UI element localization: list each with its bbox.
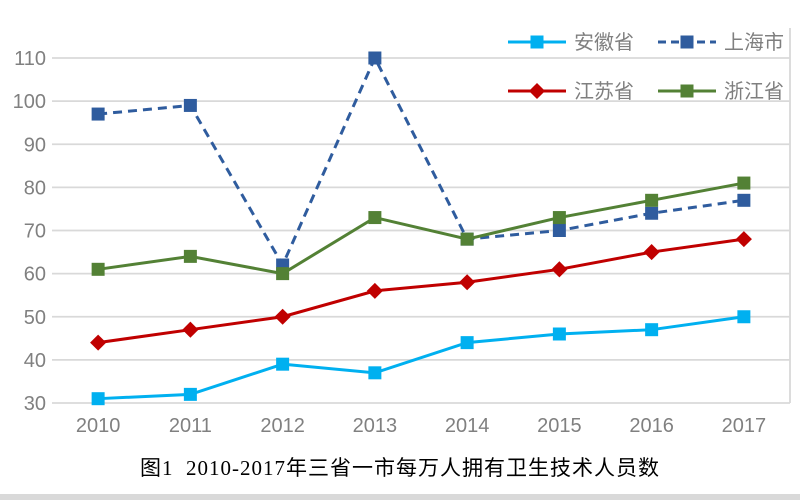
series-line-江苏省 (97, 237, 745, 345)
x-tick-label: 2010 (76, 415, 121, 437)
data-point-marker (552, 224, 566, 237)
y-tick-label: 110 (14, 48, 46, 70)
x-tick-label: 2015 (537, 415, 582, 437)
data-point-marker (680, 84, 694, 98)
data-point-marker (737, 310, 751, 324)
legend-label-上海市: 上海市 (724, 31, 784, 54)
x-tick-label: 2011 (169, 415, 212, 437)
data-point-marker (182, 321, 199, 338)
data-point-marker (459, 274, 476, 291)
figure-caption: 图1 2010-2017年三省一市每万人拥有卫生技术人员数 (140, 456, 660, 480)
y-tick-label: 90 (24, 134, 46, 156)
data-point-marker (735, 231, 752, 248)
data-point-marker (530, 35, 544, 49)
data-point-marker (643, 244, 660, 261)
y-tick-label: 40 (24, 350, 46, 372)
data-point-marker (368, 366, 382, 380)
series-line-安徽省 (98, 315, 745, 401)
x-tick-label: 2014 (445, 415, 490, 437)
data-point-marker (276, 357, 290, 371)
x-tick-label: 2012 (260, 415, 305, 437)
y-tick-label: 100 (13, 91, 46, 113)
data-point-marker (645, 193, 659, 207)
data-point-marker (368, 51, 382, 65)
data-point-marker (183, 249, 197, 263)
data-point-marker (737, 176, 751, 190)
series-line-浙江省 (97, 181, 745, 276)
data-point-marker (737, 193, 751, 207)
legend-label-江苏省: 江苏省 (574, 80, 634, 103)
legend-label-浙江省: 浙江省 (724, 80, 784, 103)
data-point-marker (91, 107, 105, 121)
data-point-marker (368, 211, 382, 225)
data-point-marker (183, 387, 197, 401)
y-tick-label: 60 (24, 264, 46, 286)
data-point-marker (276, 267, 290, 281)
x-tick-label: 2016 (629, 415, 674, 437)
page-bottom-edge (0, 494, 800, 500)
y-tick-label: 30 (24, 393, 46, 415)
data-point-marker (183, 98, 197, 112)
series-line-上海市 (97, 54, 745, 269)
data-point-marker (460, 232, 474, 246)
data-point-marker (528, 82, 546, 100)
data-point-marker (645, 323, 659, 337)
y-tick-label: 50 (24, 307, 46, 329)
data-point-marker (274, 308, 291, 325)
data-point-marker (645, 206, 659, 220)
y-tick-label: 80 (24, 177, 46, 199)
y-tick-label: 70 (24, 221, 46, 243)
data-point-marker (552, 211, 566, 225)
data-point-marker (90, 334, 107, 351)
data-point-marker (366, 282, 383, 299)
data-point-marker (680, 35, 694, 49)
data-point-marker (460, 336, 474, 350)
data-point-marker (551, 261, 568, 278)
x-tick-label: 2013 (353, 415, 398, 437)
data-point-marker (91, 392, 105, 406)
legend-label-安徽省: 安徽省 (574, 31, 634, 54)
data-point-marker (552, 327, 566, 341)
x-tick-label: 2017 (722, 415, 767, 437)
data-point-marker (91, 262, 105, 276)
